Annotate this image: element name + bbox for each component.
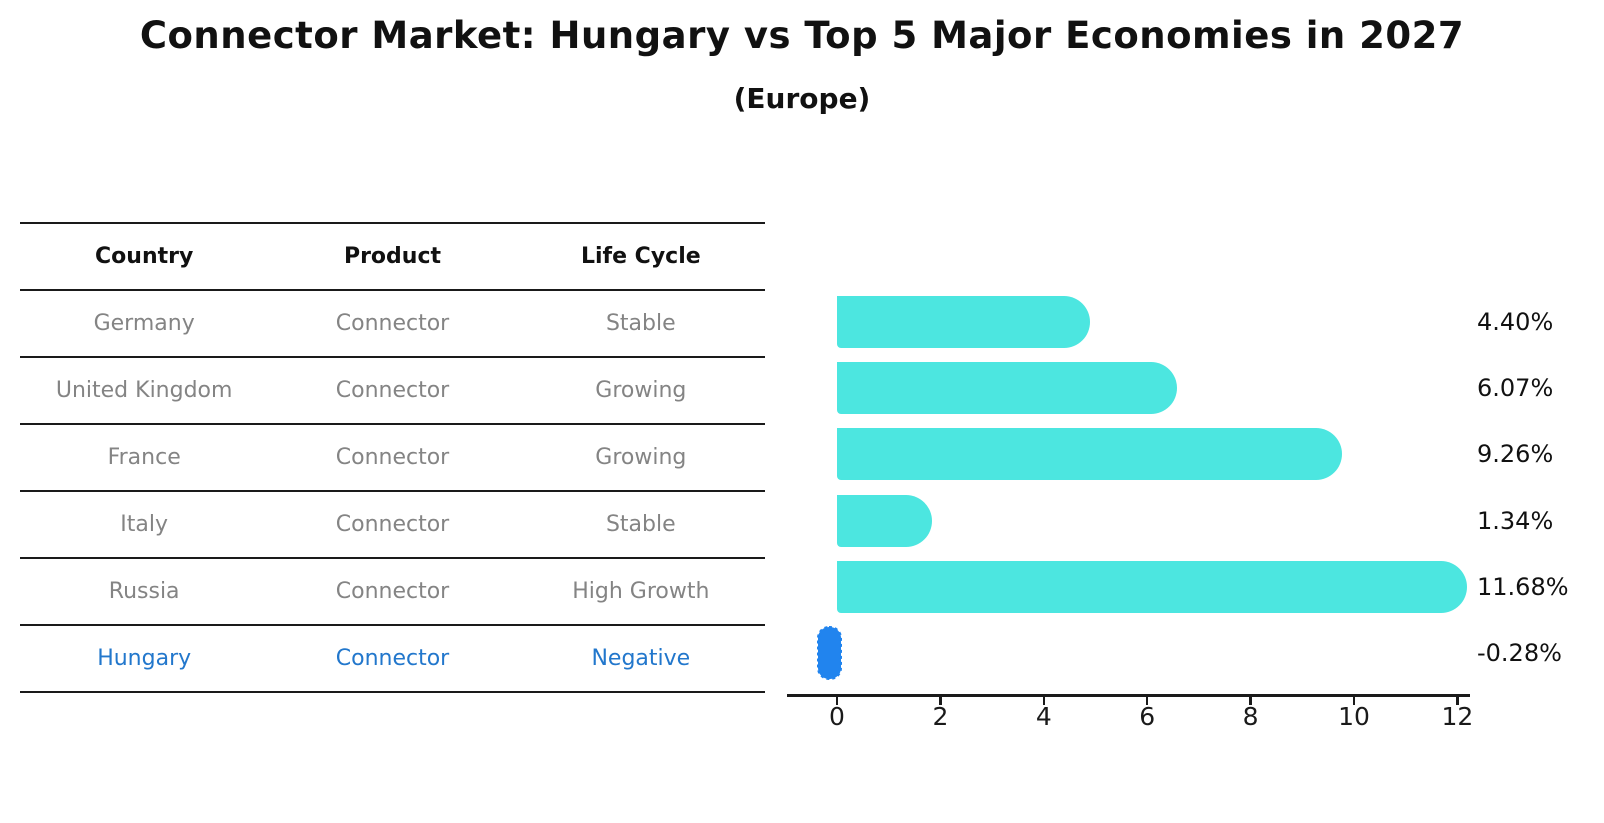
bar-germany — [837, 296, 1091, 348]
cell-life-cycle: Negative — [591, 646, 691, 671]
chart-subtitle: (Europe) — [733, 82, 871, 115]
cell-country: France — [107, 445, 181, 470]
table-body: Germany Connector Stable United Kingdom … — [20, 291, 765, 693]
table-row: United Kingdom Connector Growing — [20, 358, 765, 425]
bar-hungary — [817, 626, 843, 680]
x-tick-label-4: 4 — [1035, 702, 1052, 731]
x-tick-label-8: 8 — [1242, 702, 1259, 731]
x-tick-label-10: 10 — [1338, 702, 1370, 731]
value-label-united-kingdom: 6.07% — [1477, 374, 1554, 403]
cell-product: Connector — [335, 378, 450, 403]
x-tick-0 — [835, 697, 839, 705]
x-tick-2 — [939, 697, 942, 705]
cell-life-cycle: Growing — [595, 378, 687, 403]
cell-product: Connector — [335, 445, 450, 470]
cell-product: Connector — [335, 579, 450, 604]
x-tick-4 — [1042, 697, 1046, 705]
bar-united-kingdom — [837, 362, 1177, 415]
bar-italy — [837, 494, 933, 547]
x-tick-label-0: 0 — [829, 702, 845, 731]
cell-country: Germany — [93, 311, 195, 336]
value-label-russia: 11.68% — [1477, 572, 1569, 601]
value-label-hungary: -0.28% — [1477, 639, 1562, 667]
cell-product: Connector — [335, 512, 450, 537]
x-tick-10 — [1352, 697, 1356, 705]
column-header-product: Product — [343, 244, 442, 269]
cell-country: Italy — [120, 512, 169, 537]
cell-country: United Kingdom — [55, 378, 233, 403]
value-label-france: 9.26% — [1477, 440, 1554, 469]
cell-product: Connector — [335, 646, 450, 671]
country-table: Country Product Life Cycle Germany Conne… — [20, 222, 765, 693]
chart-title: Connector Market: Hungary vs Top 5 Major… — [139, 14, 1465, 57]
x-tick-12 — [1456, 697, 1459, 705]
cell-life-cycle: Stable — [605, 311, 676, 336]
bar-france — [837, 428, 1342, 481]
x-axis-line — [787, 694, 1470, 697]
cell-life-cycle: Growing — [595, 445, 687, 470]
column-header-life-cycle: Life Cycle — [580, 244, 701, 269]
table-row: France Connector Growing — [20, 425, 765, 492]
x-tick-label-12: 12 — [1441, 702, 1474, 731]
cell-country: Hungary — [97, 646, 192, 671]
column-header-country: Country — [95, 244, 194, 269]
x-tick-label-6: 6 — [1139, 702, 1156, 731]
cell-life-cycle: High Growth — [572, 579, 710, 604]
x-tick-8 — [1249, 697, 1252, 705]
cell-life-cycle: Stable — [605, 512, 676, 537]
cell-product: Connector — [335, 311, 450, 336]
value-label-italy: 1.34% — [1477, 506, 1554, 535]
x-tick-6 — [1145, 697, 1149, 705]
table-row: Russia Connector High Growth — [20, 559, 765, 626]
table-row: Italy Connector Stable — [20, 492, 765, 559]
table-header-row: Country Product Life Cycle — [20, 224, 765, 291]
x-tick-label-2: 2 — [932, 702, 949, 731]
cell-country: Russia — [108, 579, 180, 604]
table-row: Hungary Connector Negative — [20, 626, 765, 693]
bar-russia — [837, 560, 1467, 613]
table-row: Germany Connector Stable — [20, 291, 765, 358]
value-label-germany: 4.40% — [1477, 308, 1554, 336]
